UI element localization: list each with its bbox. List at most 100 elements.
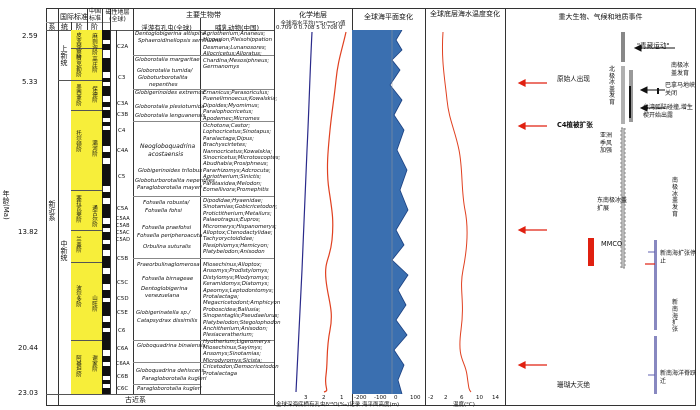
mammal-zone: Hipparion;Pleisohippation [203,37,272,44]
header-stage: 阶 [75,23,83,31]
event-panama-closure: 巴拿马地峡关闭 [665,82,696,97]
header-deeptemp: 全球底层海水温度变化 [430,10,500,18]
bottom-paleogene: 古近系 [125,396,146,404]
mammal-zone: Apodemec;Micromes [203,115,260,122]
stage-piacenzian: 皮亚琴察阶 [75,32,81,60]
mammal-zone: Distylomys;Miodyromys; [203,274,270,281]
foram-zone: Globigerinatella sp./ [136,310,191,316]
foram-zone: Globoturborotalita nepenthes [135,178,215,184]
mammal-zone: Protictitherium;Metailurs; [203,210,272,217]
header-events: 重大生物、气候和地质事件 [558,13,643,21]
chron-c3b: C3B [117,112,129,118]
event-scs-spreading-stop: 新南海扩张停止 [660,250,697,265]
mammal-zone: Ochotona;Castor; [203,123,251,129]
mammal-zone: Palaeotragus;Eupros; [203,217,261,224]
mammal-zone: Tachyoryctoididae; [203,236,254,243]
foram-zone: Dentoglobigerina [141,286,188,292]
foram-zone: Paragloborotalia kugleri [142,376,207,382]
age-23-03: 23.03 [18,389,39,397]
mammal-zone: Plesiphiomys;Hemicyon; [203,242,269,249]
event-antarctic-ice-2: 南极冰盖发育 [672,177,679,218]
mammal-zone: Abudhabia;Prosiphneus; [203,161,269,168]
mammal-zone: Nannocricetus;Kowalskia; [203,148,272,155]
stage-zanclean: 赞克勒阶 [75,55,81,77]
mammal-zone: Puenelimnoecus;Kowalskia; [203,96,278,103]
mammal-zone: Platybelodon;Anisodon [203,249,265,256]
foram-zone: Praeorbulinaglomerosa [137,262,200,268]
header-main-bio: 主要生物带 [186,11,221,19]
header-cn-std: 中国标准 [89,8,102,22]
mammal-zone: Plesiaceratherium; [203,332,254,339]
sr-curve [295,31,313,393]
age-13-82: 13.82 [18,228,39,236]
header-mammal: 哺乳动物(中国) [214,24,260,32]
mammal-zone: Keramidomys;Diatomys; [203,281,270,288]
o18-curve [323,31,347,393]
foram-zone: Globorotalia margaritae [135,57,200,63]
foram-zone: Globoquadrina binaiensis [137,343,206,349]
event-asian-monsoon: 亚洲季风加强 [600,132,613,154]
chron-c6: C6 [118,328,126,334]
foram-zone: Globoturborotalita [138,75,188,81]
mammal-zone: Micromerys;Hispanomerys; [203,223,277,230]
event-coral-extinction: 珊瑚大灭绝 [557,381,590,389]
chron-c6c: C6C [117,386,129,392]
event-tibet-movement: "青藏运动" [637,42,670,50]
mammal-zone: Alloptox;Ctenodactylidae; [203,230,273,236]
foram-zone: Globorotalia plesiotumida [135,104,205,110]
system-neogene: 新近系 [48,200,56,221]
event-mmco: MMCO [601,240,623,248]
stage-burdigalian: 波尔多阶 [75,285,81,307]
header-chem-sub: 全球海水平均(⁸⁷Sr/⁸⁶Sr)值 [280,21,346,27]
chron-c5ac: C5AC [116,230,130,236]
cn-stage-shanwang: 山旺阶 [91,295,97,312]
mammal-zone: Protalactaga; [203,294,239,300]
foram-zone: Globoquadrina dehiscens [136,368,205,374]
mammal-zone: Paralactaga;Dipus; [203,135,254,142]
event-arctic-ice: 北极冰盖发育 [609,66,616,106]
temp-bottom-label: 温度(°C) [453,402,475,408]
chron-c3: C3 [118,75,126,81]
chron-c6aa: C6AA [116,361,130,367]
sealevel-bottom-label: 海平面高度(m) [362,402,400,408]
mammal-zone: Agriotherium;Ananeus; [203,31,266,37]
chron-c3a: C3A [117,101,129,107]
header-series: 统 [61,23,68,31]
header-intl-std: 国际标准 [60,13,88,21]
cn-stage-xiejia: 谢家阶 [91,355,97,372]
series-miocene: 中新统 [60,240,68,261]
chron-c5: C5 [118,174,126,180]
stage-aquitanian: 阿基坦阶 [75,355,81,377]
age-axis-label: 年龄(Ma) [2,190,10,220]
mammal-zone: Sinocricetus;Microtoscoptes; [203,155,281,161]
chron-c2a: C2A [117,44,129,50]
age-20-44: 20.44 [18,344,39,352]
sealevel-area [352,30,409,394]
foram-zone: Fohsella peripheroacuta [137,233,203,239]
mammal-zone: Lophocricetus;Sinotapus; [203,129,272,136]
chron-c5e: C5E [117,310,128,316]
header-foram: 浮游有孔虫(全球) [141,24,192,32]
foram-zone: Dentoglobigerina altispira [135,31,205,37]
stage-langhian: 兰盖阶 [75,236,81,253]
chron-c5d: C5D [117,296,129,302]
mammal-zone: Platybelodon;Stegolophodon [203,319,281,326]
mammal-zone: Proboscidea;Ballusia; [203,306,261,313]
mammal-zone: Desmana;Lunanosores; [203,45,267,51]
chron-c5c: C5C [117,280,129,286]
chron-c5aa: C5AA [116,216,130,222]
mammal-zone: Germanomys [203,64,240,71]
foram-zone: nepenthes [149,82,178,88]
cn-stage-mazegou: 麻则沟阶 [91,33,97,55]
series-pliocene: 上新统 [60,45,68,66]
header-magneto: 磁性地层(全球) [105,9,130,23]
mammal-zone: Ernanicus;Parasoriculus; [203,90,270,96]
mammal-zone: Sinotamias;Gobicricetodon; [203,204,278,211]
stage-serravallian: 塞拉瓦莱阶 [75,195,81,223]
mammal-zone: Dipoides;Myomimus; [203,102,260,109]
foram-zone: Paragloborotalia kugleri [137,386,202,392]
foram-zone: Neogloboquadrina [140,143,196,150]
chem-bottom-label: 全球深海底栖有孔虫δ¹⁸O(‰)记录 [276,402,361,408]
chron-c5b: C5B [117,256,129,262]
event-scs-spreading: 新南海扩张 [672,299,679,334]
